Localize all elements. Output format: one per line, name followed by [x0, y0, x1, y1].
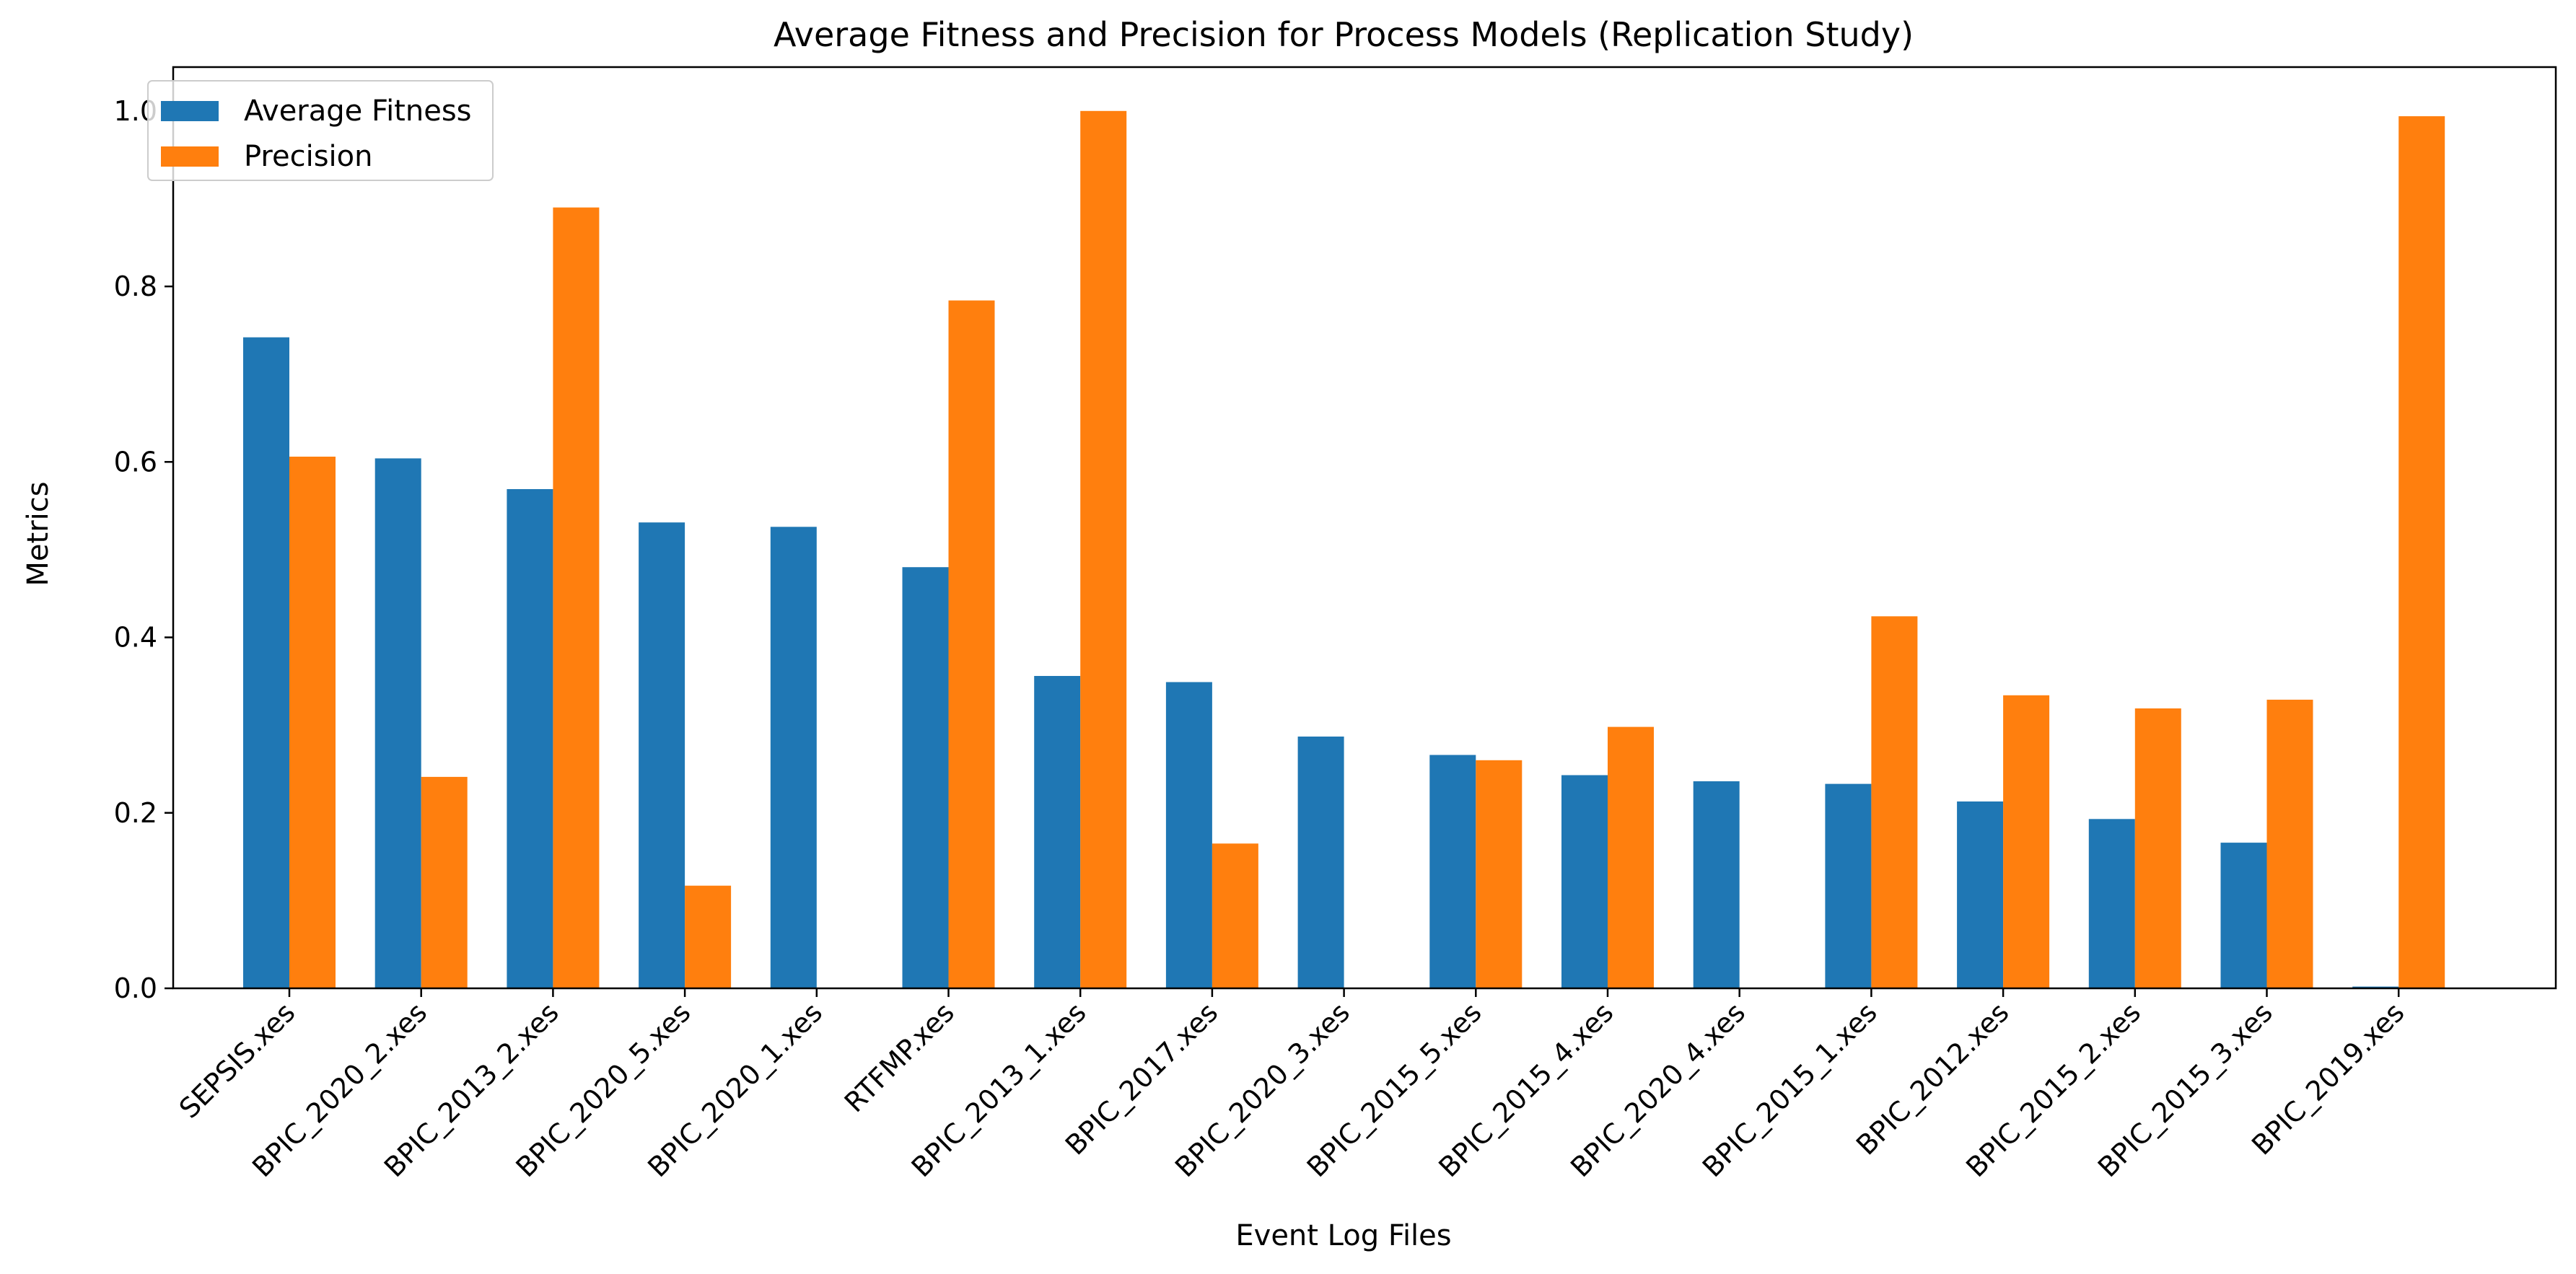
y-axis-title: Metrics	[22, 481, 55, 586]
x-tick-label: RTFMP.xes	[838, 996, 960, 1118]
precision-bar-0	[289, 457, 336, 988]
precision-bar-1	[421, 776, 468, 988]
x-axis-title: Event Log Files	[1235, 1219, 1451, 1252]
fitness-bar-6	[1034, 676, 1081, 988]
fitness-bar-11	[1693, 781, 1740, 988]
fitness-bar-4	[770, 527, 817, 988]
ticks-layer: 0.00.20.40.60.81.0SEPSIS.xesBPIC_2020_2.…	[114, 95, 2411, 1183]
fitness-bar-3	[639, 522, 685, 988]
precision-bar-2	[553, 207, 600, 989]
fitness-bar-10	[1561, 775, 1608, 988]
legend-label-1: Precision	[244, 140, 372, 173]
fitness-bar-15	[2220, 843, 2267, 988]
fitness-bar-12	[1825, 783, 1872, 988]
fitness-bar-5	[902, 567, 949, 988]
y-tick-label: 0.6	[114, 446, 157, 478]
precision-bar-12	[1871, 616, 1918, 988]
legend-swatch-1	[161, 146, 219, 167]
fitness-bar-1	[374, 458, 421, 988]
precision-bar-5	[948, 300, 995, 988]
legend: Average Fitness Precision	[147, 80, 494, 181]
chart-title: Average Fitness and Precision for Proces…	[774, 15, 1914, 54]
precision-bar-13	[2003, 695, 2050, 988]
fitness-bar-8	[1297, 737, 1344, 988]
fitness-bar-2	[507, 489, 553, 988]
fitness-bar-7	[1165, 682, 1212, 988]
precision-bar-10	[1608, 726, 1654, 988]
legend-box	[147, 80, 494, 181]
y-tick-label: 0.2	[114, 797, 157, 829]
precision-bar-16	[2398, 116, 2445, 989]
precision-bar-3	[685, 885, 732, 988]
fitness-bar-13	[1957, 801, 2004, 988]
precision-bar-7	[1212, 843, 1258, 988]
legend-swatch-0	[161, 101, 219, 121]
y-tick-label: 0.0	[114, 972, 157, 1004]
plot-frame	[172, 66, 2557, 990]
fitness-bar-14	[2088, 819, 2135, 988]
precision-bar-6	[1080, 110, 1127, 988]
precision-bar-9	[1476, 760, 1523, 988]
y-tick-label: 0.8	[114, 271, 157, 302]
x-tick-label: SEPSIS.xes	[173, 996, 302, 1125]
legend-label-0: Average Fitness	[244, 95, 472, 128]
precision-bar-14	[2134, 708, 2181, 988]
fitness-bar-9	[1429, 755, 1476, 988]
precision-bar-15	[2266, 699, 2313, 988]
y-tick-label: 0.4	[114, 622, 157, 654]
fitness-bar-0	[243, 337, 289, 989]
bars-layer	[243, 110, 2445, 989]
